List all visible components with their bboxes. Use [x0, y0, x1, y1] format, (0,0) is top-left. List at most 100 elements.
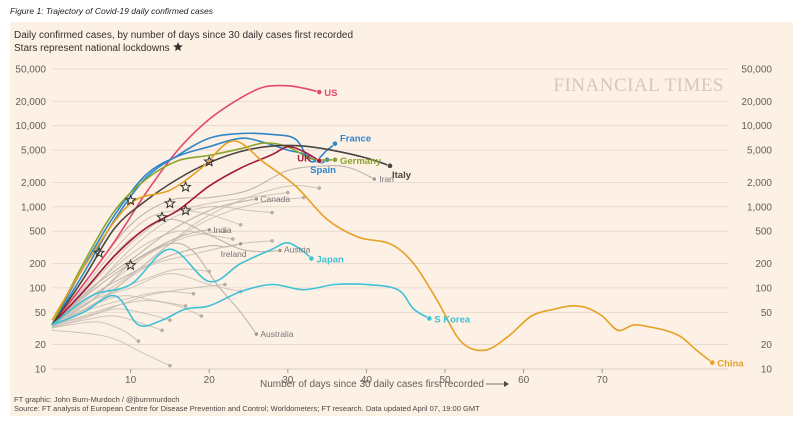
- y-tick-label-left: 100: [29, 283, 46, 294]
- series-line-france: [51, 132, 336, 326]
- y-tick-label-right: 20: [761, 340, 773, 351]
- series-label-austria: Austria: [284, 244, 311, 254]
- series-label-germany: Germany: [340, 156, 382, 167]
- y-tick-label-left: 10: [35, 365, 47, 376]
- series-line-australia: [51, 242, 257, 335]
- y-tick-label-left: 20,000: [15, 97, 46, 108]
- background-series-line: [51, 230, 225, 326]
- y-axis-left: 10 20 50 100 200 500 1,000 2,000 5,000 10,000 20,0…: [15, 65, 46, 376]
- figure-caption: Figure 1: Trajectory of Covid-19 daily c…: [10, 6, 213, 16]
- series-label-us: US: [324, 88, 337, 99]
- series-end-dot: [332, 140, 338, 147]
- background-series-end-dot: [191, 291, 196, 296]
- chart-panel: FINANCIAL TIMES Daily confirmed cases, b…: [10, 22, 793, 416]
- series-end-dot: [308, 255, 315, 262]
- y-tick-label-right: 10: [761, 365, 773, 376]
- credit-text: FT graphic: John Burn-Murdoch / @jburnmu…: [14, 395, 179, 404]
- background-series-end-dot: [183, 304, 188, 308]
- x-axis-label: Number of days since 30 daily cases firs…: [260, 379, 484, 390]
- x-tick-label: 30: [282, 375, 294, 386]
- chart-title: Daily confirmed cases, by number of days…: [14, 30, 353, 41]
- y-tick-label-right: 20,000: [741, 97, 772, 108]
- series-line-india: [51, 229, 210, 326]
- grid-lines: [52, 68, 728, 370]
- background-series-line: [51, 295, 186, 328]
- y-tick-label-right: 50: [761, 308, 773, 319]
- background-series-line: [51, 321, 139, 342]
- legend-star-icon: [173, 42, 183, 51]
- background-series-line: [51, 184, 320, 329]
- series-label-canada: Canada: [260, 194, 290, 204]
- y-tick-label-left: 50,000: [15, 65, 46, 76]
- series-line-japan: [51, 241, 312, 326]
- y-tick-label-left: 10,000: [15, 121, 46, 132]
- x-axis-arrowhead-icon: [504, 381, 509, 387]
- x-tick-label: 10: [125, 375, 137, 386]
- series-line-uk: [51, 145, 320, 326]
- y-tick-label-right: 5,000: [747, 146, 772, 157]
- x-axis: 10 20 30 40 50 60 70: [125, 369, 608, 387]
- background-series-end-dot: [168, 318, 172, 322]
- y-tick-label-right: 500: [755, 227, 772, 238]
- background-series-line: [51, 240, 273, 327]
- series-label-iran: Iran: [379, 174, 394, 184]
- background-series-end-dot: [168, 363, 172, 368]
- background-series-end-dot: [317, 186, 322, 190]
- series-label-australia: Australia: [260, 329, 293, 339]
- y-tick-label-left: 5,000: [21, 146, 46, 157]
- background-series-end-dot: [199, 314, 204, 318]
- y-tick-label-left: 50: [35, 308, 47, 319]
- background-series-line: [51, 299, 202, 327]
- y-tick-label-left: 20: [35, 340, 47, 351]
- x-tick-label: 60: [518, 375, 530, 386]
- series-label-japan: Japan: [316, 255, 344, 266]
- series-label-france: France: [340, 134, 371, 145]
- y-tick-label-right: 2,000: [747, 178, 772, 189]
- series-line-italy: [51, 144, 391, 326]
- y-tick-label-right: 100: [755, 283, 772, 294]
- source-text: Source: FT analysis of European Centre f…: [14, 404, 480, 413]
- series-end-dot: [316, 157, 323, 164]
- series-line-spain: [51, 137, 328, 326]
- lockdown-star-icon: [156, 211, 169, 223]
- y-tick-label-right: 1,000: [747, 202, 772, 213]
- series-end-dot: [238, 241, 243, 247]
- series-end-dot: [277, 248, 283, 253]
- series-end-dot: [316, 89, 323, 95]
- series-label-italy: Italy: [392, 170, 412, 181]
- background-series-end-dot: [223, 229, 227, 234]
- lockdown-star-icon: [124, 258, 137, 271]
- y-tick-label-right: 50,000: [741, 65, 772, 76]
- background-series-line: [51, 209, 241, 325]
- background-series-end-dot: [160, 328, 164, 333]
- chart-svg: FINANCIAL TIMES Daily confirmed cases, b…: [14, 30, 772, 413]
- series-label-s-korea: S Korea: [434, 314, 471, 325]
- background-series-line: [51, 308, 171, 329]
- x-tick-label: 40: [361, 375, 373, 386]
- series-end-dot: [426, 315, 433, 322]
- series-label-spain: Spain: [310, 165, 336, 176]
- background-series-line: [51, 284, 225, 327]
- lockdown-star-icon: [203, 155, 216, 167]
- background-series-line: [51, 329, 171, 367]
- x-tick-label: 70: [597, 375, 609, 386]
- background-series-line: [51, 315, 163, 331]
- series-end-dot: [206, 227, 212, 233]
- background-series-end-dot: [286, 190, 290, 195]
- background-series-end-dot: [136, 339, 141, 344]
- y-tick-label-right: 200: [755, 259, 772, 270]
- series-label-china: China: [717, 359, 744, 370]
- series-end-dot: [254, 196, 259, 202]
- series-line-s-korea: [51, 283, 430, 328]
- series-line-germany: [51, 142, 336, 326]
- y-axis-right: 10 20 50 100 200 500 1,000 2,000 5,000 10,000 20,0…: [741, 65, 772, 376]
- lockdown-star-icon: [179, 204, 192, 216]
- background-series-end-dot: [238, 222, 243, 227]
- lockdown-star-icon: [93, 246, 106, 259]
- series-end-dot: [387, 162, 393, 169]
- series-end-dot: [709, 359, 716, 366]
- background-series-end-dot: [230, 237, 235, 241]
- background-series-end-dot: [301, 195, 306, 200]
- series-line-us: [51, 84, 320, 326]
- series-end-dot: [254, 331, 259, 337]
